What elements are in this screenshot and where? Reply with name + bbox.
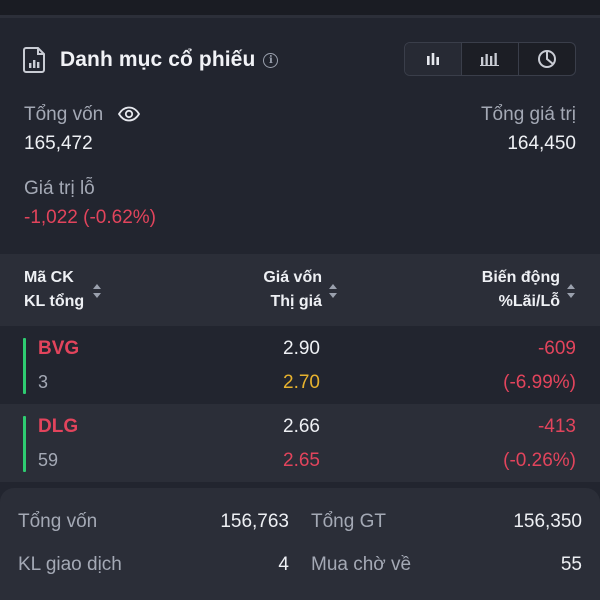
view-pie-button[interactable]	[519, 43, 575, 75]
summary-pending-buy-label: Mua chờ về	[311, 554, 412, 575]
top-strip	[0, 0, 600, 18]
summary-pending-buy-value: 55	[560, 554, 582, 575]
view-bar-button[interactable]	[405, 43, 462, 75]
page-title: Danh mục cổ phiếu	[60, 48, 256, 71]
pnl-value: -1,022 (-0.62%)	[24, 207, 157, 228]
row-qty: 59	[38, 450, 59, 470]
title-row: Danh mục cổ phiếu i	[22, 44, 279, 76]
pnl-label: Giá trị lỗ	[24, 178, 95, 199]
total-value-value: 164,450	[507, 133, 576, 154]
summary-gt-value: 156,350	[513, 511, 582, 532]
eye-icon[interactable]	[118, 106, 140, 122]
table-header: Mã CK KL tổng Giá vốn Thị giá Biến động …	[0, 254, 600, 326]
sort-icon[interactable]	[92, 283, 102, 299]
summary-trade-qty-label: KL giao dịch	[18, 554, 122, 575]
row-symbol: DLG	[38, 416, 79, 437]
view-toggle	[404, 42, 576, 76]
pie-chart-icon	[538, 50, 556, 68]
row-symbol: BVG	[38, 338, 80, 359]
col-qty-label: KL tổng	[24, 293, 85, 310]
col-market-label: Thị giá	[270, 293, 322, 310]
col-price-header[interactable]: Giá vốn Thị giá	[263, 266, 322, 314]
portfolio-header: Danh mục cổ phiếu i T	[0, 18, 600, 254]
col-symbol-label: Mã CK	[24, 269, 74, 286]
table-row[interactable]: DLG 59 2.66 2.65 -413 (-0.26%)	[0, 404, 600, 482]
row-market-price: 2.70	[283, 372, 320, 393]
summary-gt-label: Tổng GT	[311, 511, 386, 532]
info-icon[interactable]: i	[263, 52, 279, 68]
sort-icon[interactable]	[328, 283, 338, 299]
row-change: -609	[537, 338, 576, 359]
total-capital-label: Tổng vốn	[24, 104, 104, 125]
view-column-button[interactable]	[462, 43, 519, 75]
row-cost: 2.66	[283, 416, 320, 437]
summary-trade-qty-value: 4	[278, 554, 289, 575]
col-cost-label: Giá vốn	[263, 269, 322, 286]
row-indicator-bar	[23, 416, 26, 472]
row-market-price: 2.65	[283, 450, 320, 471]
portfolio-document-icon	[23, 47, 45, 73]
row-change: -413	[537, 416, 576, 437]
col-symbol-header[interactable]: Mã CK KL tổng	[24, 266, 84, 314]
row-cost: 2.90	[283, 338, 320, 359]
row-pct: (-6.99%)	[503, 372, 576, 393]
row-qty: 3	[38, 372, 49, 392]
row-pct: (-0.26%)	[503, 450, 576, 471]
col-change-label: Biến động	[481, 269, 560, 286]
col-change-header[interactable]: Biến động %Lãi/Lỗ	[482, 266, 560, 314]
total-capital-value: 165,472	[24, 133, 93, 154]
column-chart-icon	[480, 53, 499, 66]
total-value-label: Tổng giá trị	[480, 104, 576, 125]
summary-panel: Tổng vốn 156,763 Tổng GT 156,350 KL giao…	[0, 488, 600, 600]
summary-capital-label: Tổng vốn	[18, 511, 98, 532]
bar-chart-icon	[427, 53, 439, 65]
table-row[interactable]: BVG 3 2.90 2.70 -609 (-6.99%)	[0, 326, 600, 404]
col-pct-label: %Lãi/Lỗ	[498, 293, 560, 310]
row-indicator-bar	[23, 338, 26, 394]
summary-capital-value: 156,763	[220, 511, 289, 532]
sort-icon[interactable]	[566, 283, 576, 299]
